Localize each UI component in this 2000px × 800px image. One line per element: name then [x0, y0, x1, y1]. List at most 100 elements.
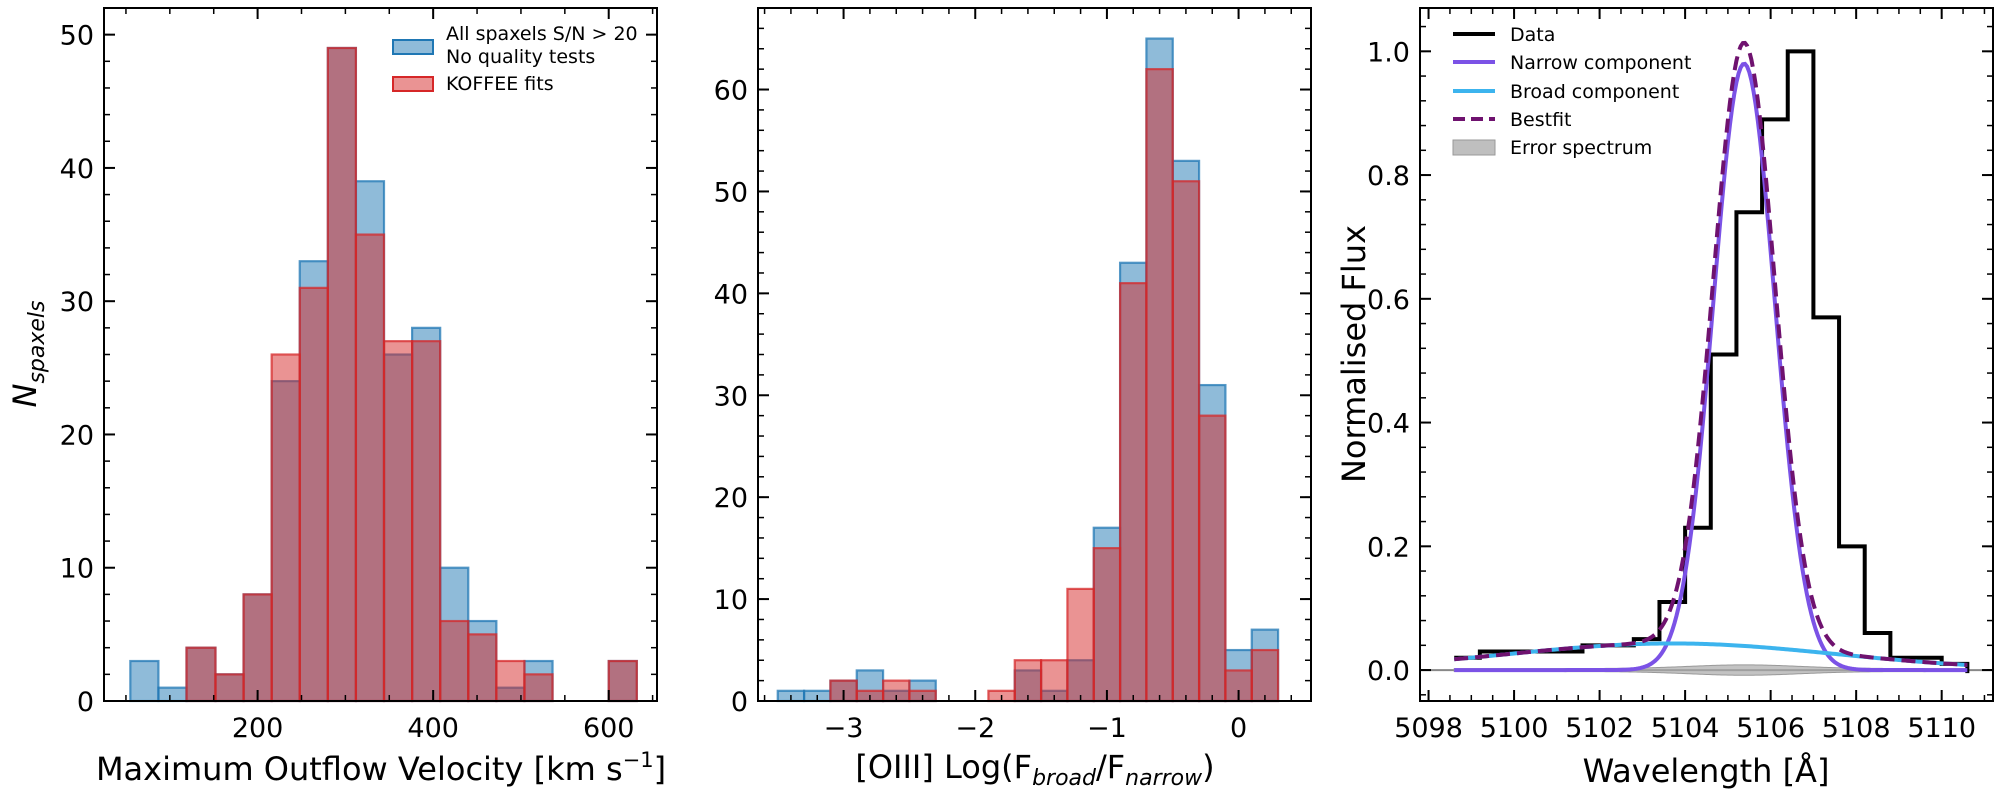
p3-xtick-label: 5100: [1480, 713, 1549, 744]
p3-xtick-label: 5104: [1651, 713, 1720, 744]
legend-swatch-error: [1452, 139, 1496, 156]
p1-bar-koffee: [326, 46, 358, 703]
p1-ytick-label: 20: [60, 420, 94, 451]
legend-label-bestfit: Bestfit: [1510, 109, 1572, 131]
p2-xlabel-mid: /F: [1096, 748, 1125, 786]
p1-ytick-label: 30: [60, 287, 94, 318]
p1-bar-koffee: [439, 619, 470, 703]
p1-ticks: 200 400 600 0 10 20 30 40 50: [60, 7, 657, 744]
p1-bar-koffee: [495, 659, 526, 703]
legend-swatch-all-spaxels: [392, 39, 434, 55]
p2-bar-koffee: [1145, 68, 1174, 703]
p1-xlabel-main: Maximum Outflow Velocity [km s: [96, 750, 623, 788]
p2-bar-koffee: [1118, 282, 1148, 703]
p2-bars: [776, 37, 1280, 703]
p2-bar-koffee: [1039, 659, 1069, 703]
p1-bar-all: [129, 659, 160, 703]
legend-swatch-koffee: [392, 76, 434, 92]
p3-xtick-label: 5110: [1907, 713, 1976, 744]
p1-bar-koffee: [523, 673, 554, 703]
narrow-component-line: [1454, 61, 1968, 673]
p3-legend: Data Narrow component Broad component Be…: [1452, 24, 1691, 159]
p1-ytick-label: 40: [60, 154, 94, 185]
p2-xlabel: [OIII] Log(Fbroad/Fnarrow): [855, 748, 1214, 791]
p2-xtick-label: −1: [1087, 713, 1127, 744]
p2-bar-koffee: [1171, 180, 1201, 703]
p1-ylabel-sub: spaxels: [25, 301, 50, 384]
p3-ytick-label: 0.4: [1367, 409, 1410, 440]
p1-bar-koffee: [382, 340, 414, 703]
p2-bar-koffee: [1013, 659, 1043, 703]
p1-bar-koffee: [411, 340, 442, 703]
p3-xtick-label: 5102: [1565, 713, 1634, 744]
bestfit-line: [1454, 40, 1968, 667]
p1-bar-koffee: [242, 593, 273, 703]
p2-ytick-label: 40: [714, 279, 748, 310]
p3-ytick-label: 0.0: [1367, 656, 1410, 687]
p1-xlabel-sup: −1: [623, 748, 654, 772]
p3-lines: [1420, 40, 1993, 676]
p1-bar-koffee: [467, 633, 498, 703]
p2-ytick-label: 60: [714, 76, 748, 107]
p2-ytick-label: 50: [714, 177, 748, 208]
legend-label-broad: Broad component: [1510, 81, 1679, 103]
panel-flux-ratio-histogram: −3 −2 −1 0 0 10 20 30 40 50 60 [OIII] Log(Fbroad/F…: [714, 7, 1312, 791]
p1-bar-koffee: [354, 233, 386, 703]
p3-ylabel: Normalised Flux: [1335, 225, 1373, 483]
p3-xlabel: Wavelength [Å]: [1583, 752, 1830, 790]
p1-xlabel-end: ]: [654, 750, 666, 788]
p2-ytick-label: 10: [714, 585, 748, 616]
p1-ylabel-main: N: [6, 383, 44, 407]
p3-ytick-label: 0.8: [1367, 161, 1410, 192]
p3-frame: [1419, 7, 1994, 702]
p1-xlabel: Maximum Outflow Velocity [km s−1]: [96, 748, 666, 788]
p2-xlabel-sub1: broad: [1032, 766, 1097, 791]
p1-legend: All spaxels S/N > 20 No quality tests KO…: [392, 23, 638, 95]
p1-bar-koffee: [607, 659, 638, 703]
legend-label-data: Data: [1510, 24, 1555, 46]
p2-frame: [757, 7, 1312, 702]
p1-ytick-label: 50: [60, 21, 94, 52]
p1-xtick-label: 200: [232, 713, 284, 744]
p3-xtick-label: 5098: [1394, 713, 1463, 744]
p1-bars: [129, 46, 638, 703]
p1-ytick-label: 0: [77, 687, 94, 718]
p3-ytick-label: 0.6: [1367, 285, 1410, 316]
legend-label-error: Error spectrum: [1510, 137, 1652, 159]
p1-bar-all: [157, 686, 188, 703]
p2-ytick-label: 20: [714, 483, 748, 514]
legend-label-all-spaxels-1: All spaxels S/N > 20: [446, 23, 638, 45]
data-step-line: [1454, 49, 1970, 674]
p1-ytick-label: 10: [60, 554, 94, 585]
legend-label-all-spaxels-2: No quality tests: [446, 46, 595, 68]
p2-bar-koffee: [1250, 648, 1280, 703]
p2-xtick-label: −3: [824, 713, 864, 744]
p3-xtick-label: 5108: [1822, 713, 1891, 744]
p1-bar-koffee: [185, 646, 217, 703]
p3-ticks: 5098 5100 5102 5104 5106 5108 5110 0.0 0.2 0.4 0.6…: [1367, 8, 1993, 744]
p2-ytick-label: 30: [714, 381, 748, 412]
legend-label-narrow: Narrow component: [1510, 52, 1691, 74]
p1-bar-koffee: [298, 286, 329, 703]
p3-xtick-label: 5106: [1736, 713, 1805, 744]
p2-xlabel-sub2: narrow: [1125, 766, 1203, 791]
legend-label-koffee: KOFFEE fits: [446, 73, 554, 95]
p2-ytick-label: 0: [731, 687, 748, 718]
panel-outflow-velocity-histogram: 200 400 600 0 10 20 30 40 50 Nspaxels Maximum Ou…: [6, 7, 666, 788]
p1-bar-koffee: [214, 673, 245, 703]
p2-xlabel-end: ): [1202, 748, 1214, 786]
p2-xtick-label: −2: [955, 713, 995, 744]
p1-ylabel: Nspaxels: [6, 301, 50, 408]
p3-ytick-label: 0.2: [1367, 532, 1410, 563]
panel-spectrum-fit: 5098 5100 5102 5104 5106 5108 5110 0.0 0.2 0.4 0.6…: [1335, 7, 1994, 790]
p2-xlabel-pre: [OIII] Log(F: [855, 748, 1032, 786]
p2-bar-koffee: [1066, 587, 1095, 703]
p1-xtick-label: 400: [407, 713, 459, 744]
p2-bar-koffee: [1197, 414, 1227, 703]
p2-bar-koffee: [1092, 547, 1122, 703]
p1-frame: [103, 7, 658, 702]
p1-xtick-label: 600: [583, 713, 635, 744]
p2-xtick-label: 0: [1230, 713, 1247, 744]
p3-ytick-label: 1.0: [1367, 37, 1410, 68]
